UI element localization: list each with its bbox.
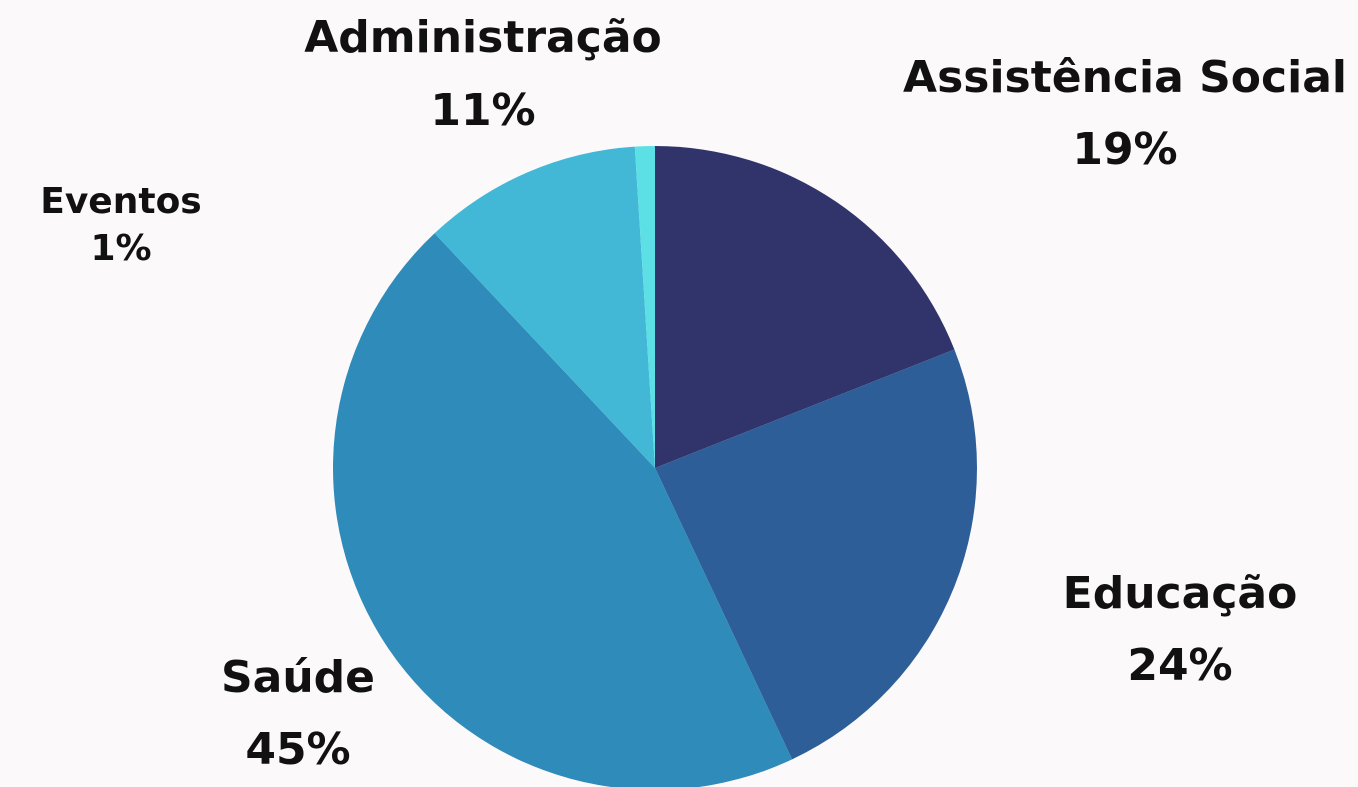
value-label: 11% xyxy=(430,85,535,136)
value-label: 45% xyxy=(245,724,350,775)
value-label: 1% xyxy=(90,228,151,269)
slice-label: Administração xyxy=(304,12,662,63)
slice-label: Saúde xyxy=(221,652,375,703)
value-label: 19% xyxy=(1072,124,1177,175)
slice-label: Assistência Social xyxy=(903,52,1347,103)
pie-slice xyxy=(434,146,655,469)
slice-label: Educação xyxy=(1063,568,1298,619)
pie-slice xyxy=(655,146,955,468)
pie-slice xyxy=(333,233,793,787)
pie-slice xyxy=(655,349,977,760)
slice-label: Eventos xyxy=(40,181,201,222)
pie-slice xyxy=(634,146,655,468)
value-label: 24% xyxy=(1127,640,1232,691)
